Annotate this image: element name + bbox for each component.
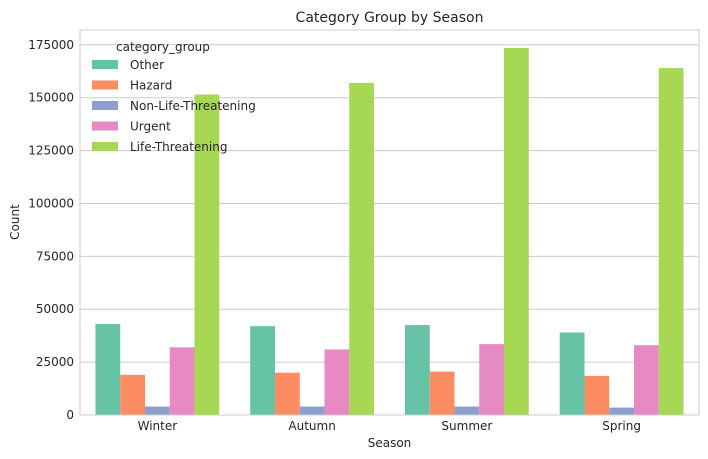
chart-title: Category Group by Season [296, 10, 484, 26]
bar-other-spring [559, 332, 585, 415]
y-tick-label: 100000 [28, 196, 74, 210]
bar-hazard-autumn [274, 372, 300, 415]
legend-label: Hazard [130, 79, 172, 93]
y-tick-label: 0 [66, 408, 74, 422]
bar-other-autumn [250, 326, 275, 415]
y-tick-label: 75000 [36, 249, 74, 263]
legend-swatch [92, 80, 118, 90]
bar-other-summer [404, 325, 430, 415]
bars [95, 47, 684, 416]
bar-hazard-summer [429, 371, 455, 415]
bar-hazard-winter [120, 374, 145, 415]
x-axis-label: Season [368, 436, 412, 450]
legend-label: Other [130, 58, 164, 72]
bar-non-life-threatening-winter [144, 406, 170, 415]
bar-life-threatening-spring [658, 68, 684, 416]
bar-non-life-threatening-autumn [299, 406, 325, 415]
bar-hazard-spring [584, 375, 610, 415]
bar-urgent-autumn [324, 349, 350, 415]
legend-swatch [92, 101, 118, 110]
legend-swatch [92, 60, 118, 69]
legend-swatch [92, 121, 118, 131]
bar-non-life-threatening-summer [454, 406, 480, 415]
y-tick-label: 175000 [28, 38, 74, 52]
bar-urgent-summer [479, 344, 505, 415]
bar-life-threatening-winter [194, 94, 220, 416]
bar-life-threatening-autumn [349, 82, 375, 415]
y-axis-label: Count [8, 204, 22, 240]
legend-swatch [92, 142, 118, 151]
x-tick-label: Spring [602, 419, 641, 433]
legend-label: Urgent [130, 120, 171, 134]
x-tick-label: Summer [441, 419, 492, 433]
bar-non-life-threatening-spring [609, 407, 635, 415]
x-tick-label: Autumn [288, 419, 335, 433]
bar-urgent-winter [169, 347, 195, 415]
plot-frame [79, 29, 700, 416]
y-tick-label: 25000 [36, 355, 74, 369]
legend-label: Non-Life-Threatening [130, 99, 256, 113]
y-tick-label: 50000 [36, 302, 74, 316]
legend-title: category_group [116, 40, 210, 54]
x-tick-label: Winter [138, 419, 178, 433]
bar-life-threatening-summer [504, 47, 529, 415]
bar-urgent-spring [634, 345, 659, 415]
y-tick-label: 150000 [28, 91, 74, 105]
x-tick-labels: Winter Autumn Summer Spring [138, 419, 641, 433]
y-tick-label: 125000 [28, 144, 74, 158]
y-tick-labels: 0 25000 50000 75000 100000 125000 150000 175000 [28, 38, 74, 422]
legend-label: Life-Threatening [130, 140, 227, 154]
bar-other-winter [95, 324, 121, 415]
legend: category_group Other Hazard Non-Life-Threa… [92, 40, 256, 154]
